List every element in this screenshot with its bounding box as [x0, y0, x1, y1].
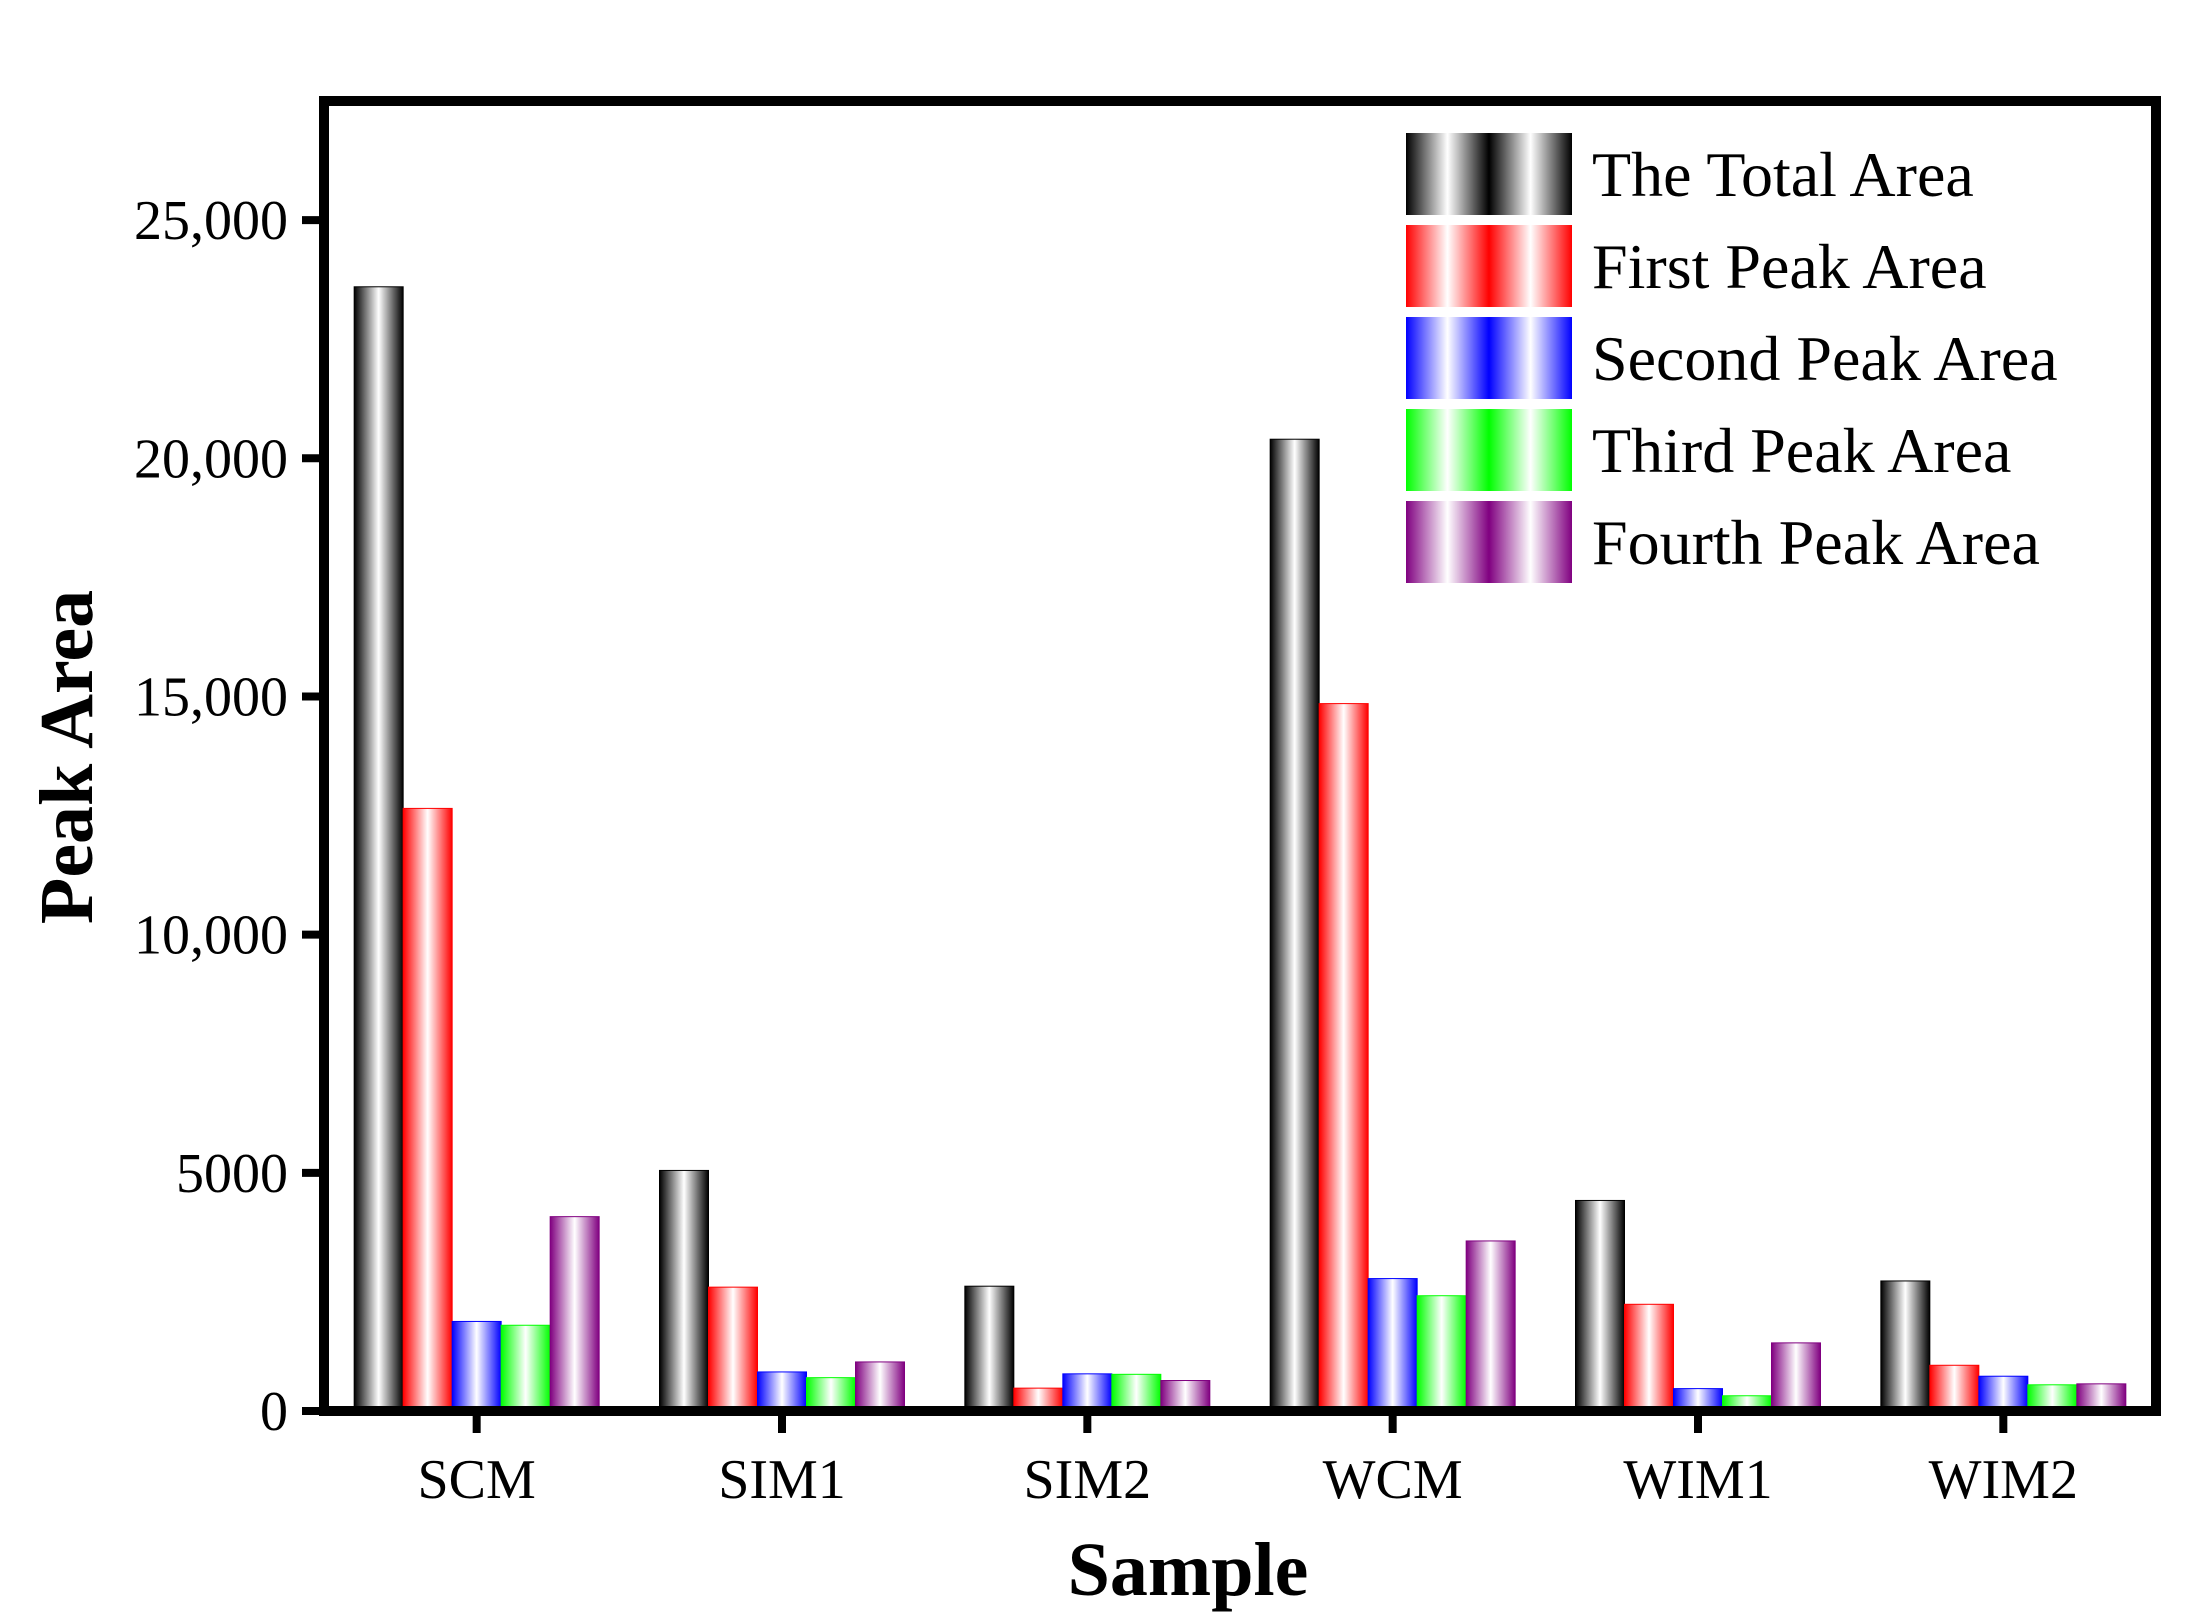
- legend-swatch-1: [1406, 133, 1572, 215]
- y-axis-ticks: 0 5000 10,000 15,000 20,000 25,000: [134, 190, 324, 1443]
- legend-label-4: Third Peak Area: [1592, 415, 2011, 486]
- bar-scm-series-4: [500, 1324, 551, 1412]
- bar-wim2-series-3: [1978, 1375, 2029, 1412]
- bar-wcm-series-2: [1318, 703, 1369, 1412]
- bar-sim1-series-5: [855, 1361, 905, 1412]
- bar-scm-series-3: [451, 1320, 502, 1412]
- bar-sim1-series-2: [708, 1286, 758, 1412]
- bar-sim1-series-4: [806, 1377, 856, 1412]
- y-axis-title: Peak Area: [25, 590, 109, 924]
- bar-scm-series-1: [353, 286, 404, 1412]
- legend-swatch-2: [1406, 225, 1572, 307]
- plot-frame: [319, 96, 2161, 1416]
- x-tick-label: SIM2: [1024, 1449, 1152, 1511]
- x-tick-label: SIM1: [718, 1449, 846, 1511]
- bar-wim1-series-1: [1575, 1199, 1625, 1412]
- x-tick-label: WCM: [1323, 1449, 1463, 1511]
- bar-sim2-series-3: [1062, 1373, 1113, 1412]
- x-tick-label: WIM2: [1929, 1449, 2078, 1511]
- y-tick-label: 0: [260, 1381, 288, 1443]
- legend: The Total Area First Peak Area Second Peak…: [1406, 133, 2058, 583]
- legend-swatch-5: [1406, 501, 1572, 583]
- bar-wcm-series-5: [1465, 1240, 1516, 1412]
- legend-label-2: First Peak Area: [1592, 231, 1987, 302]
- legend-label-5: Fourth Peak Area: [1592, 507, 2040, 578]
- bar-sim2-series-4: [1111, 1373, 1162, 1412]
- y-tick-label: 15,000: [134, 666, 288, 728]
- bar-wim2-series-2: [1929, 1364, 1980, 1412]
- legend-swatch-3: [1406, 317, 1572, 399]
- bar-wim1-series-5: [1771, 1342, 1821, 1412]
- x-axis-title: Sample: [1068, 1528, 1309, 1612]
- y-tick-label: 20,000: [134, 428, 288, 490]
- bar-wcm-series-1: [1269, 438, 1320, 1412]
- x-axis-ticks: SCM SIM1 SIM2 WCM WIM1 WIM2: [418, 1411, 2078, 1511]
- bar-sim2-series-5: [1160, 1380, 1211, 1412]
- bar-wcm-series-4: [1416, 1295, 1467, 1412]
- x-tick-label: SCM: [418, 1449, 536, 1511]
- bar-sim2-series-1: [964, 1285, 1015, 1412]
- y-tick-label: 10,000: [134, 905, 288, 967]
- bar-sim1-series-1: [659, 1169, 709, 1412]
- x-tick-label: WIM1: [1623, 1449, 1772, 1511]
- legend-swatch-4: [1406, 409, 1572, 491]
- y-tick-label: 25,000: [134, 190, 288, 252]
- bar-sim1-series-3: [757, 1371, 807, 1412]
- bar-wim2-series-1: [1880, 1280, 1931, 1412]
- bar-scm-series-5: [549, 1216, 600, 1412]
- bar-scm-series-2: [402, 807, 453, 1412]
- bar-wcm-series-3: [1367, 1278, 1418, 1412]
- legend-label-3: Second Peak Area: [1592, 323, 2058, 394]
- bar-wim1-series-2: [1624, 1303, 1674, 1412]
- y-tick-label: 5000: [176, 1143, 288, 1205]
- legend-label-1: The Total Area: [1592, 139, 1974, 210]
